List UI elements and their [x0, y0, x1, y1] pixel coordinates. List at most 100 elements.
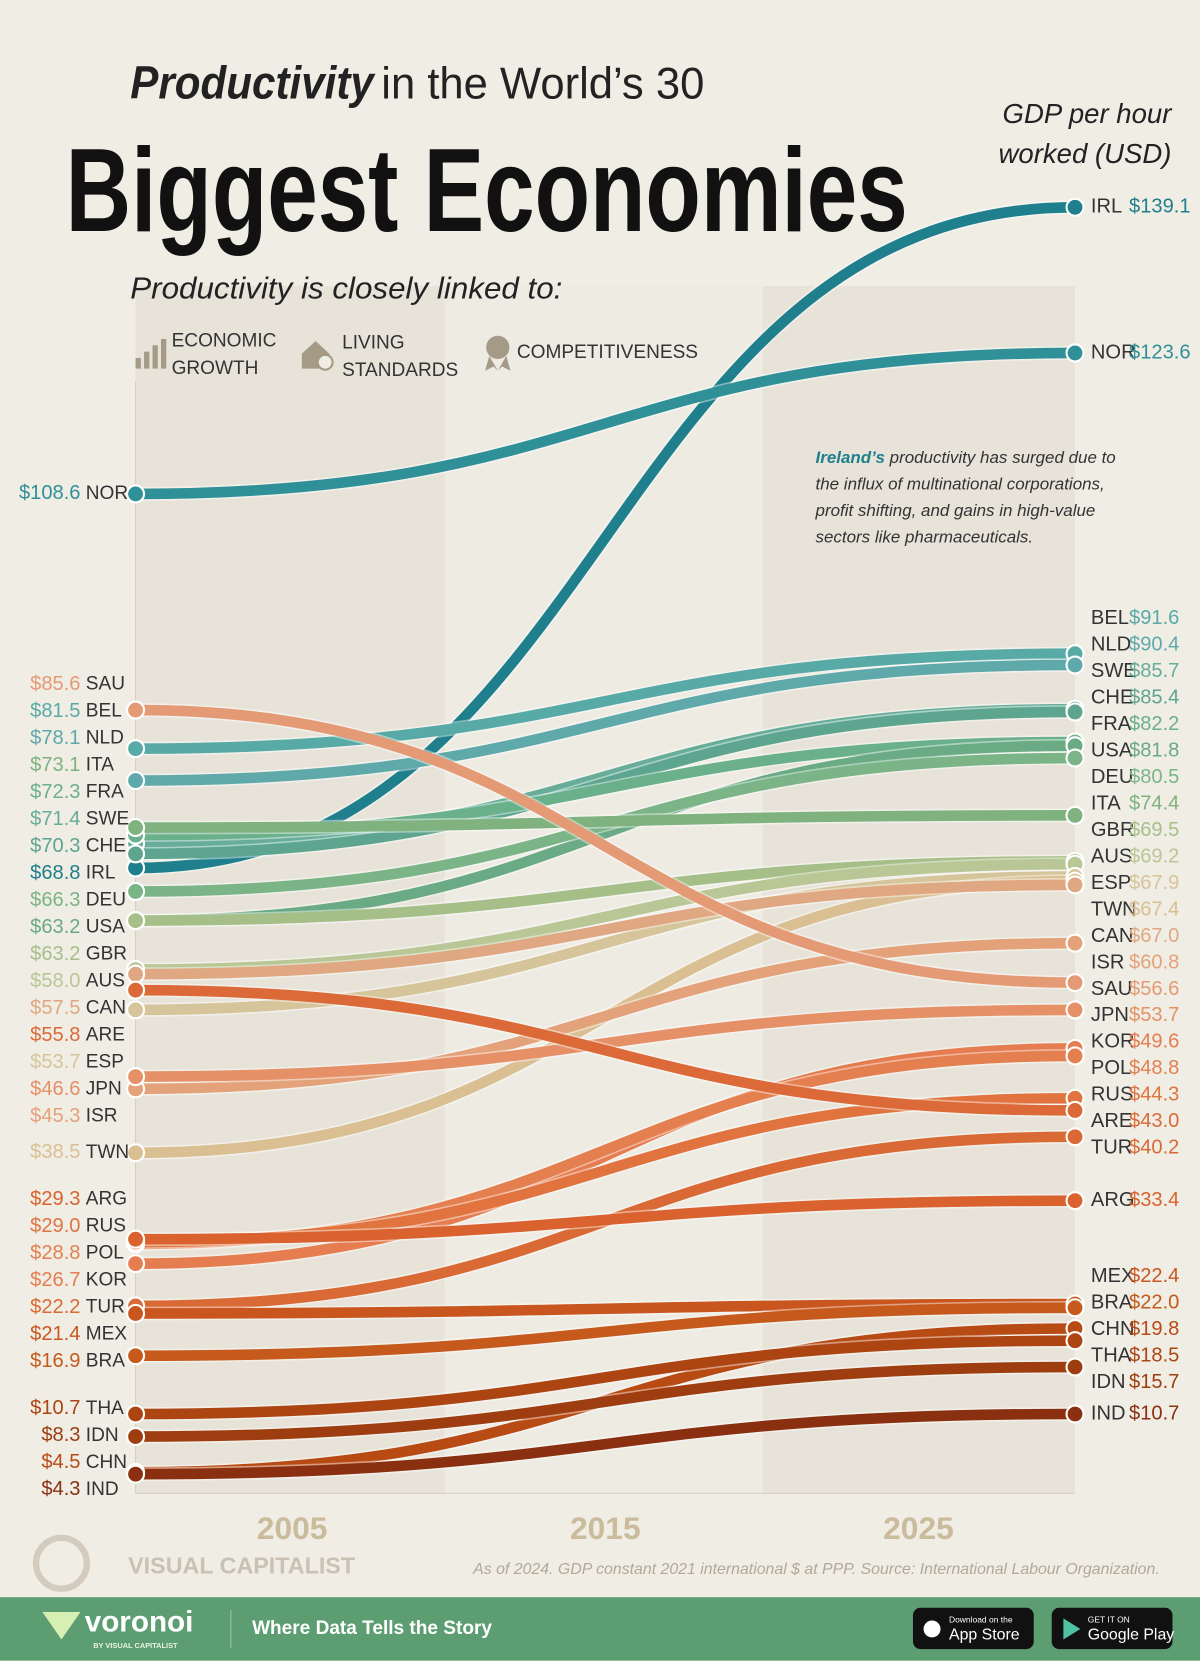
- annotation-text: productivity has surged due to the influ…: [815, 449, 1116, 547]
- right-value-label: $80.5: [1129, 766, 1179, 788]
- theme-label: LIVING STANDARDS: [342, 331, 459, 381]
- right-value-label: $22.4: [1129, 1265, 1179, 1287]
- flag: [1065, 875, 1085, 895]
- series-line: [135, 1298, 1076, 1319]
- right-country-label: IDN: [1091, 1371, 1126, 1393]
- icon-growth: [135, 338, 167, 369]
- app-store-small: Download on the: [949, 1615, 1013, 1625]
- left-value-label: $4.5: [41, 1451, 80, 1473]
- flag: [126, 911, 146, 931]
- right-country-label: KOR: [1091, 1031, 1135, 1053]
- flag: [126, 771, 146, 791]
- right-country-label: ITA: [1091, 792, 1121, 814]
- left-country-label: CHN: [86, 1452, 127, 1473]
- theme-label: ECONOMIC GROWTH: [171, 329, 277, 379]
- title-rest: in the World’s 30: [381, 60, 704, 109]
- left-value-label: $4.3: [41, 1478, 80, 1500]
- title-emphasis: Productivity: [130, 57, 375, 109]
- footer-brand: voronoi: [85, 1605, 194, 1638]
- left-country-label: RUS: [86, 1216, 126, 1237]
- series-line: [135, 879, 1076, 980]
- right-value-label: $91.6: [1129, 607, 1179, 629]
- flag: [1065, 1127, 1085, 1147]
- right-country-label: BEL: [1091, 607, 1129, 629]
- flag: [126, 739, 146, 759]
- left-country-label: ESP: [86, 1052, 124, 1073]
- right-country-label: RUS: [1091, 1084, 1133, 1106]
- flag: [126, 881, 146, 902]
- left-value-label: $55.8: [30, 1024, 80, 1046]
- right-value-label: $81.8: [1129, 739, 1179, 761]
- left-country-label: JPN: [86, 1079, 122, 1100]
- play-small: GET IT ON: [1088, 1615, 1130, 1625]
- flag: [1065, 1100, 1085, 1120]
- left-value-label: $71.4: [30, 808, 80, 830]
- left-country-label: THA: [86, 1398, 124, 1419]
- subtitle: Productivity is closely linked to:: [130, 270, 562, 305]
- right-value-label: $19.8: [1129, 1318, 1179, 1340]
- right-value-label: $60.8: [1129, 951, 1179, 973]
- flag: [126, 980, 146, 1000]
- left-value-label: $10.7: [30, 1397, 80, 1419]
- right-value-label: $67.9: [1129, 872, 1179, 894]
- right-country-label: NLD: [1091, 634, 1131, 656]
- right-country-label: TWN: [1091, 898, 1137, 920]
- flag: [1065, 1298, 1085, 1318]
- left-country-label: GBR: [86, 944, 127, 965]
- series-line: [135, 648, 1076, 754]
- lines: [135, 200, 1076, 1482]
- left-value-label: $78.1: [30, 727, 80, 749]
- left-country-label: POL: [86, 1243, 124, 1264]
- right-country-label: THA: [1091, 1344, 1132, 1366]
- left-value-label: $16.9: [30, 1350, 80, 1372]
- right-country-label: POL: [1091, 1057, 1131, 1079]
- right-value-label: $82.2: [1129, 713, 1179, 735]
- right-country-label: ESP: [1091, 872, 1131, 894]
- title-main: Biggest Economies: [66, 125, 908, 257]
- left-country-label: USA: [86, 917, 125, 938]
- x-tick-label: 2015: [570, 1510, 641, 1546]
- left-value-label: $29.0: [30, 1215, 80, 1237]
- series-line: [135, 1195, 1076, 1245]
- right-value-label: $123.6: [1129, 341, 1191, 363]
- flag: [126, 1404, 146, 1424]
- series-line: [135, 659, 1076, 786]
- series-line: [135, 856, 1076, 926]
- flag: [126, 1229, 146, 1249]
- flag: [126, 818, 146, 838]
- left-country-label: IDN: [86, 1425, 119, 1446]
- left-country-label: NLD: [86, 728, 124, 749]
- flag: [1065, 1000, 1085, 1020]
- left-value-label: $72.3: [30, 781, 80, 803]
- right-country-label: SAU: [1091, 978, 1132, 1000]
- google-play-button[interactable]: [1051, 1607, 1173, 1650]
- left-country-label: SAU: [86, 674, 125, 695]
- right-value-label: $43.0: [1129, 1110, 1179, 1132]
- play-label: Google Play: [1088, 1626, 1175, 1643]
- right-value-label: $40.2: [1129, 1137, 1179, 1159]
- right-country-label: GBR: [1091, 819, 1135, 841]
- annotation: Ireland’s productivity has surged due to…: [816, 445, 1144, 551]
- left-country-label: TUR: [86, 1297, 125, 1318]
- app-store-button[interactable]: [912, 1607, 1034, 1650]
- flag: [1065, 748, 1085, 768]
- right-value-label: $33.4: [1129, 1189, 1179, 1211]
- series-line: [135, 1408, 1076, 1480]
- flag: [126, 1000, 146, 1020]
- footer-brand-by: BY VISUAL CAPITALIST: [93, 1641, 178, 1650]
- flag: [126, 964, 146, 984]
- left-country-label: TWN: [86, 1142, 129, 1163]
- tagline: Where Data Tells the Story: [252, 1618, 492, 1639]
- left-country-label: ARG: [86, 1189, 127, 1210]
- flag: [1065, 1046, 1085, 1066]
- y-axis-label: GDP per hour worked (USD): [998, 97, 1172, 170]
- left-country-label: DEU: [86, 890, 126, 911]
- right-country-label: CHN: [1091, 1318, 1135, 1340]
- left-value-label: $66.3: [30, 889, 80, 911]
- right-country-label: ARG: [1091, 1189, 1135, 1211]
- left-value-label: $63.2: [30, 943, 80, 965]
- right-value-label: $18.5: [1129, 1344, 1179, 1366]
- right-country-label: CHE: [1091, 687, 1133, 709]
- flag: [126, 1254, 146, 1274]
